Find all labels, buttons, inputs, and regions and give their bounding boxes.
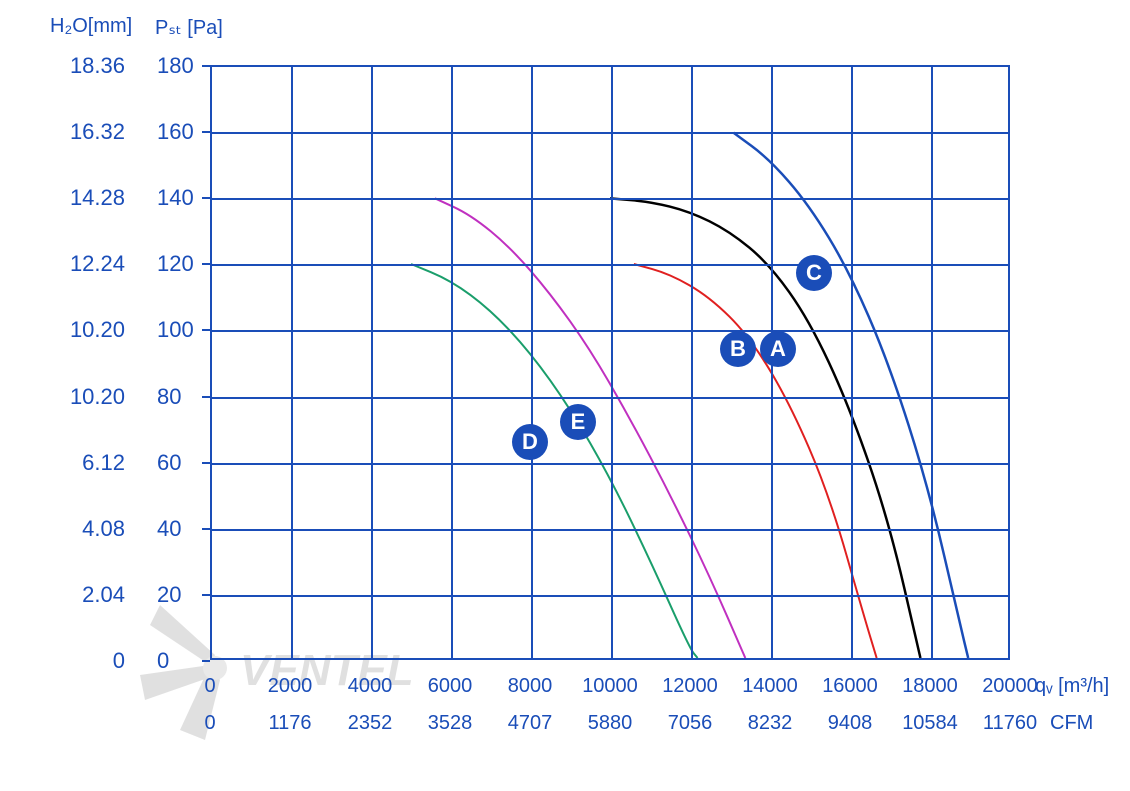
y-tick-h2o: 18.36: [50, 53, 125, 79]
y-tick-mark: [202, 462, 210, 464]
grid-line-horizontal: [212, 397, 1008, 399]
grid-line-horizontal: [212, 198, 1008, 200]
y-tick-pa: 60: [157, 450, 181, 476]
x-tick-cfm: 11760: [983, 712, 1037, 735]
x-tick-m3h: 10000: [582, 675, 638, 698]
x-tick-m3h: 16000: [822, 675, 878, 698]
y-tick-h2o: 10.20: [50, 384, 125, 410]
x-tick-m3h: 4000: [348, 675, 393, 698]
y-tick-h2o: 0: [50, 648, 125, 674]
y-tick-h2o: 14.28: [50, 185, 125, 211]
grid-line-horizontal: [212, 529, 1008, 531]
y-tick-mark: [202, 197, 210, 199]
grid-line-horizontal: [212, 595, 1008, 597]
x-tick-m3h: 14000: [742, 675, 798, 698]
x-tick-m3h: 0: [204, 675, 215, 698]
x-axis-unit-top: qᵥ [m³/h]: [1035, 675, 1109, 698]
y-tick-h2o: 12.24: [50, 251, 125, 277]
x-tick-cfm: 4707: [508, 712, 553, 735]
x-tick-cfm: 5880: [588, 712, 633, 735]
y-tick-h2o: 10.20: [50, 317, 125, 343]
curve-B: [634, 264, 877, 658]
grid-line-horizontal: [212, 132, 1008, 134]
y-tick-pa: 80: [157, 384, 181, 410]
curve-marker-E: E: [560, 404, 596, 440]
y-tick-mark: [202, 396, 210, 398]
x-tick-cfm: 0: [204, 712, 215, 735]
grid-line-vertical: [531, 67, 533, 658]
grid-line-horizontal: [212, 463, 1008, 465]
y-tick-pa: 160: [157, 119, 194, 145]
grid-line-vertical: [371, 67, 373, 658]
y-tick-mark: [202, 263, 210, 265]
fan-curve-chart: H₂O[mm] Pₛₜ [Pa] 18.36 16.32 14.28 12.24 10.…: [50, 10, 1110, 780]
y-tick-mark: [202, 329, 210, 331]
x-tick-m3h: 12000: [662, 675, 718, 698]
y-tick-mark: [202, 131, 210, 133]
y-tick-pa: 100: [157, 317, 194, 343]
x-tick-cfm: 9408: [828, 712, 873, 735]
y-tick-mark: [202, 65, 210, 67]
x-tick-m3h: 20000: [982, 675, 1038, 698]
grid-line-vertical: [451, 67, 453, 658]
y-axis-right-label: Pₛₜ [Pa]: [155, 15, 223, 40]
grid-line-vertical: [691, 67, 693, 658]
y-tick-pa: 120: [157, 251, 194, 277]
grid-line-vertical: [931, 67, 933, 658]
y-tick-h2o: 6.12: [50, 450, 125, 476]
y-tick-pa: 40: [157, 516, 181, 542]
x-tick-cfm: 3528: [428, 712, 473, 735]
curve-A: [610, 198, 920, 658]
x-tick-m3h: 2000: [268, 675, 313, 698]
y-axis-left-label: H₂O[mm]: [50, 15, 132, 38]
x-tick-m3h: 18000: [902, 675, 958, 698]
y-tick-h2o: 4.08: [50, 516, 125, 542]
curve-marker-D: D: [512, 424, 548, 460]
y-tick-h2o: 2.04: [50, 582, 125, 608]
grid-line-vertical: [851, 67, 853, 658]
x-tick-cfm: 10584: [902, 712, 958, 735]
plot-area: [210, 65, 1010, 660]
curve-D: [411, 264, 698, 658]
y-tick-mark: [202, 660, 210, 662]
curve-marker-B: B: [720, 331, 756, 367]
grid-line-horizontal: [212, 330, 1008, 332]
y-tick-pa: 180: [157, 53, 194, 79]
y-tick-mark: [202, 528, 210, 530]
y-tick-pa: 140: [157, 185, 194, 211]
x-tick-m3h: 8000: [508, 675, 553, 698]
y-tick-mark: [202, 594, 210, 596]
x-axis-unit-bottom: CFM: [1050, 712, 1093, 735]
curve-marker-C: C: [796, 255, 832, 291]
x-tick-cfm: 1176: [268, 712, 311, 735]
grid-line-vertical: [611, 67, 613, 658]
x-tick-m3h: 6000: [428, 675, 473, 698]
curves-svg: [212, 67, 1008, 658]
curve-marker-A: A: [760, 331, 796, 367]
x-tick-cfm: 7056: [668, 712, 713, 735]
x-tick-cfm: 8232: [748, 712, 793, 735]
grid-line-horizontal: [212, 264, 1008, 266]
grid-line-vertical: [291, 67, 293, 658]
y-tick-h2o: 16.32: [50, 119, 125, 145]
x-tick-cfm: 2352: [348, 712, 393, 735]
